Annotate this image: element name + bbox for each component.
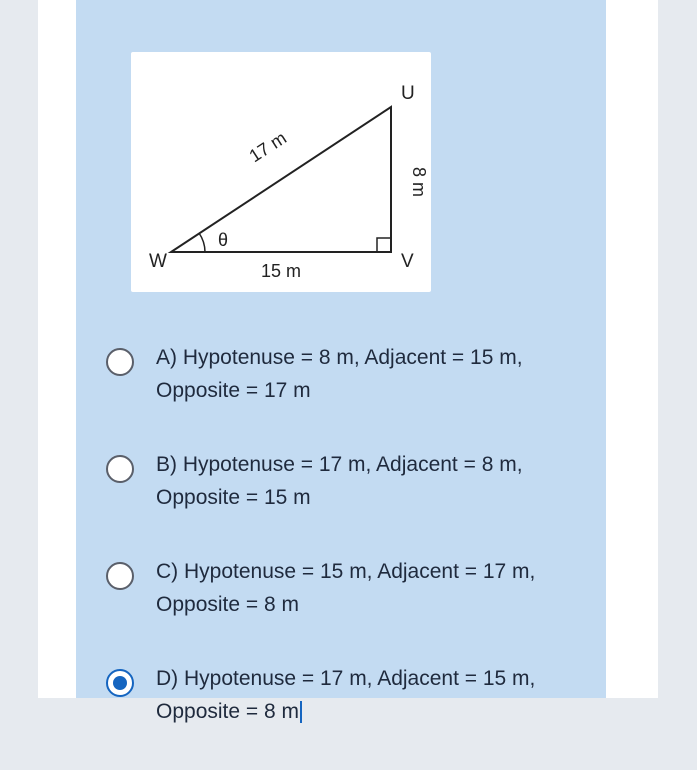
svg-text:15 m: 15 m [261, 261, 301, 281]
option-row-d[interactable]: D) Hypotenuse = 17 m, Adjacent = 15 m, O… [106, 663, 576, 728]
radio-a[interactable] [106, 348, 134, 376]
text-cursor [300, 701, 302, 723]
svg-text:17 m: 17 m [245, 128, 289, 167]
option-text-b: B) Hypotenuse = 17 m, Adjacent = 8 m, Op… [156, 449, 576, 514]
triangle-svg: θ 17 m 15 m 8 m W V U [131, 52, 431, 292]
option-row-c[interactable]: C) Hypotenuse = 15 m, Adjacent = 17 m, O… [106, 556, 576, 621]
question-card: θ 17 m 15 m 8 m W V U A) Hypotenuse = 8 m, Adj… [76, 0, 606, 698]
option-row-a[interactable]: A) Hypotenuse = 8 m, Adjacent = 15 m, Op… [106, 342, 576, 407]
outer-panel: θ 17 m 15 m 8 m W V U A) Hypotenuse = 8 m, Adj… [38, 0, 658, 698]
radio-b[interactable] [106, 455, 134, 483]
radio-d[interactable] [106, 669, 134, 697]
options-list: A) Hypotenuse = 8 m, Adjacent = 15 m, Op… [106, 342, 576, 770]
radio-c[interactable] [106, 562, 134, 590]
option-text-a: A) Hypotenuse = 8 m, Adjacent = 15 m, Op… [156, 342, 576, 407]
option-text-c: C) Hypotenuse = 15 m, Adjacent = 17 m, O… [156, 556, 576, 621]
option-row-b[interactable]: B) Hypotenuse = 17 m, Adjacent = 8 m, Op… [106, 449, 576, 514]
svg-text:8 m: 8 m [409, 167, 429, 197]
svg-text:θ: θ [218, 230, 228, 250]
svg-text:U: U [401, 83, 415, 104]
svg-text:W: W [149, 251, 167, 272]
triangle-figure: θ 17 m 15 m 8 m W V U [131, 52, 431, 292]
svg-text:V: V [401, 251, 414, 272]
option-text-d: D) Hypotenuse = 17 m, Adjacent = 15 m, O… [156, 663, 576, 728]
